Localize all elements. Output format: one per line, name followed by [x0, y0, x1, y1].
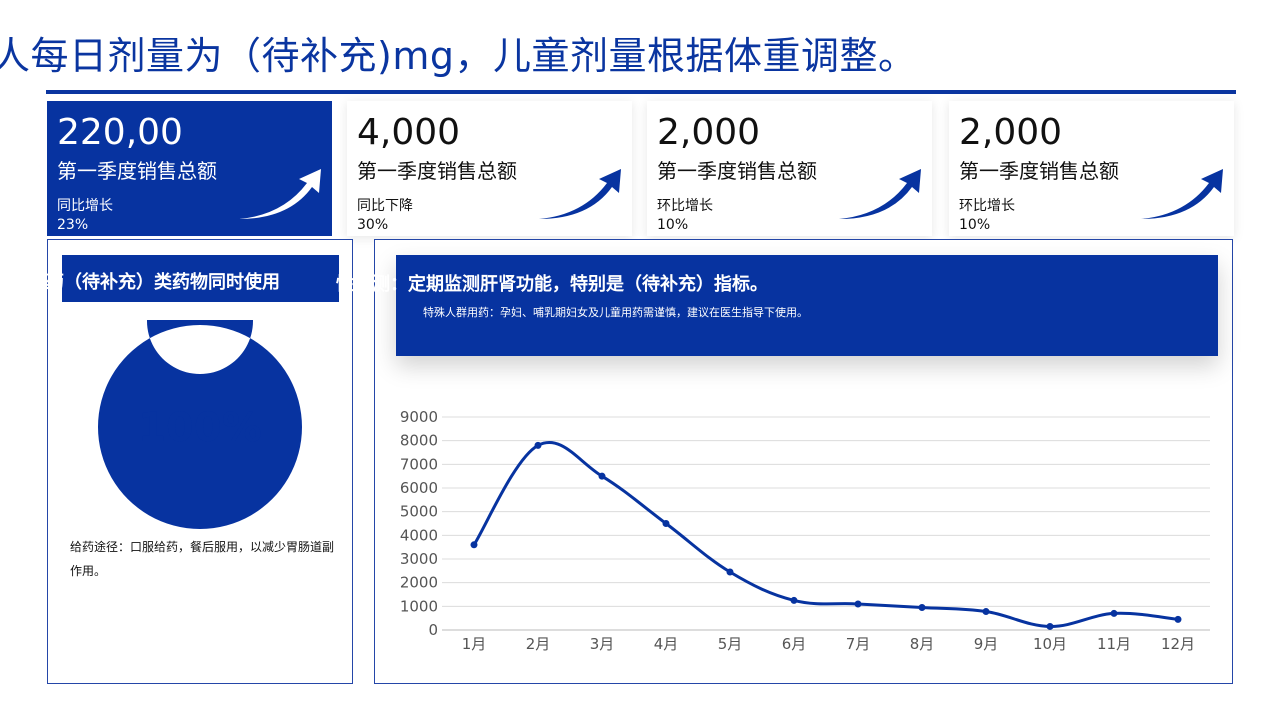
kpi-sub: 环比增长: [657, 198, 713, 214]
data-point: [1046, 622, 1054, 630]
kpi-pct: 10%: [959, 217, 991, 233]
x-tick-label: 4月: [654, 635, 679, 653]
kpi-card-3: 2,000 第一季度销售总额 环比增长 10%: [647, 101, 932, 236]
left-panel-header-bar: [62, 255, 339, 302]
x-tick-label: 9月: [974, 635, 999, 653]
right-panel-subtext: 特殊人群用药：孕妇、哺乳期妇女及儿童用药需谨慎，建议在医生指导下使用。: [423, 306, 808, 319]
data-point: [726, 568, 734, 576]
kpi-label: 第一季度销售总额: [57, 159, 217, 183]
data-point: [534, 441, 542, 449]
kpi-sub: 环比增长: [959, 198, 1015, 214]
data-point: [854, 600, 862, 608]
kpi-card-4: 2,000 第一季度销售总额 环比增长 10%: [949, 101, 1234, 236]
x-tick-label: 3月: [590, 635, 615, 653]
data-point: [1110, 609, 1118, 617]
y-tick-label: 9000: [400, 408, 438, 426]
data-point: [982, 608, 990, 616]
kpi-pct: 23%: [57, 217, 89, 233]
y-tick-label: 8000: [400, 432, 438, 450]
trend-arrow-icon: [839, 169, 921, 219]
kpi-value: 4,000: [357, 112, 461, 153]
data-point: [662, 520, 670, 527]
kpi-label: 第一季度销售总额: [357, 159, 517, 183]
right-panel-header: 性监测：定期监测肝肾功能，特别是（待补充）指标。: [336, 274, 768, 295]
x-tick-label: 8月: [910, 635, 935, 653]
kpi-label: 第一季度销售总额: [657, 159, 817, 183]
y-tick-label: 1000: [400, 597, 438, 615]
y-tick-label: 6000: [400, 479, 438, 497]
kpi-value: 2,000: [959, 112, 1063, 153]
right-panel-header-bar: [396, 255, 1218, 356]
x-tick-label: 7月: [846, 635, 871, 653]
data-point: [1174, 615, 1182, 623]
kpi-sub: 同比增长: [57, 198, 113, 214]
y-tick-label: 7000: [400, 455, 438, 473]
line-chart: 0 1000 2000 3000 4000 5000 6000 7000 8000 9000 1月 2…: [400, 408, 1210, 653]
y-tick-label: 4000: [400, 526, 438, 544]
data-point: [790, 596, 798, 604]
donut-chart: 100%: [98, 320, 302, 529]
y-tick-label: 0: [428, 621, 438, 639]
kpi-value: 220,00: [57, 112, 183, 153]
kpi-card-2: 4,000 第一季度销售总额 同比下降 30%: [347, 101, 632, 236]
x-tick-label: 2月: [526, 635, 551, 653]
kpi-sub: 同比下降: [357, 198, 413, 214]
data-point: [470, 541, 478, 549]
kpi-label: 第一季度销售总额: [959, 159, 1119, 183]
kpi-pct: 10%: [657, 217, 689, 233]
data-point: [918, 604, 926, 612]
donut-center-label: 100%: [138, 405, 262, 451]
kpi-card-1: 220,00 第一季度销售总额 同比增长 23%: [47, 101, 332, 236]
y-tick-label: 5000: [400, 503, 438, 521]
kpi-value: 2,000: [657, 112, 761, 153]
left-panel-note: 给药途径：口服给药，餐后服用，以减少胃肠道副作用。: [70, 540, 335, 578]
y-tick-label: 2000: [400, 574, 438, 592]
x-tick-label: 1月: [462, 635, 487, 653]
trend-arrow-icon: [539, 169, 621, 219]
left-panel-header: 药（待补充）类药物同时使用: [46, 272, 280, 293]
data-point: [598, 472, 606, 480]
trend-arrow-icon: [1141, 169, 1223, 219]
kpi-pct: 30%: [357, 217, 389, 233]
x-tick-label: 12月: [1161, 635, 1195, 653]
trend-arrow-icon: [239, 169, 321, 219]
donut-slice: [98, 320, 302, 529]
x-tick-label: 6月: [782, 635, 807, 653]
series-line: [472, 441, 1179, 628]
x-tick-label: 10月: [1033, 635, 1067, 653]
page-title: 人每日剂量为（待补充)mg，儿童剂量根据体重调整。: [0, 34, 917, 78]
y-tick-label: 3000: [400, 550, 438, 568]
x-tick-label: 11月: [1097, 635, 1131, 653]
title-divider: [46, 90, 1236, 94]
x-tick-label: 5月: [718, 635, 743, 653]
